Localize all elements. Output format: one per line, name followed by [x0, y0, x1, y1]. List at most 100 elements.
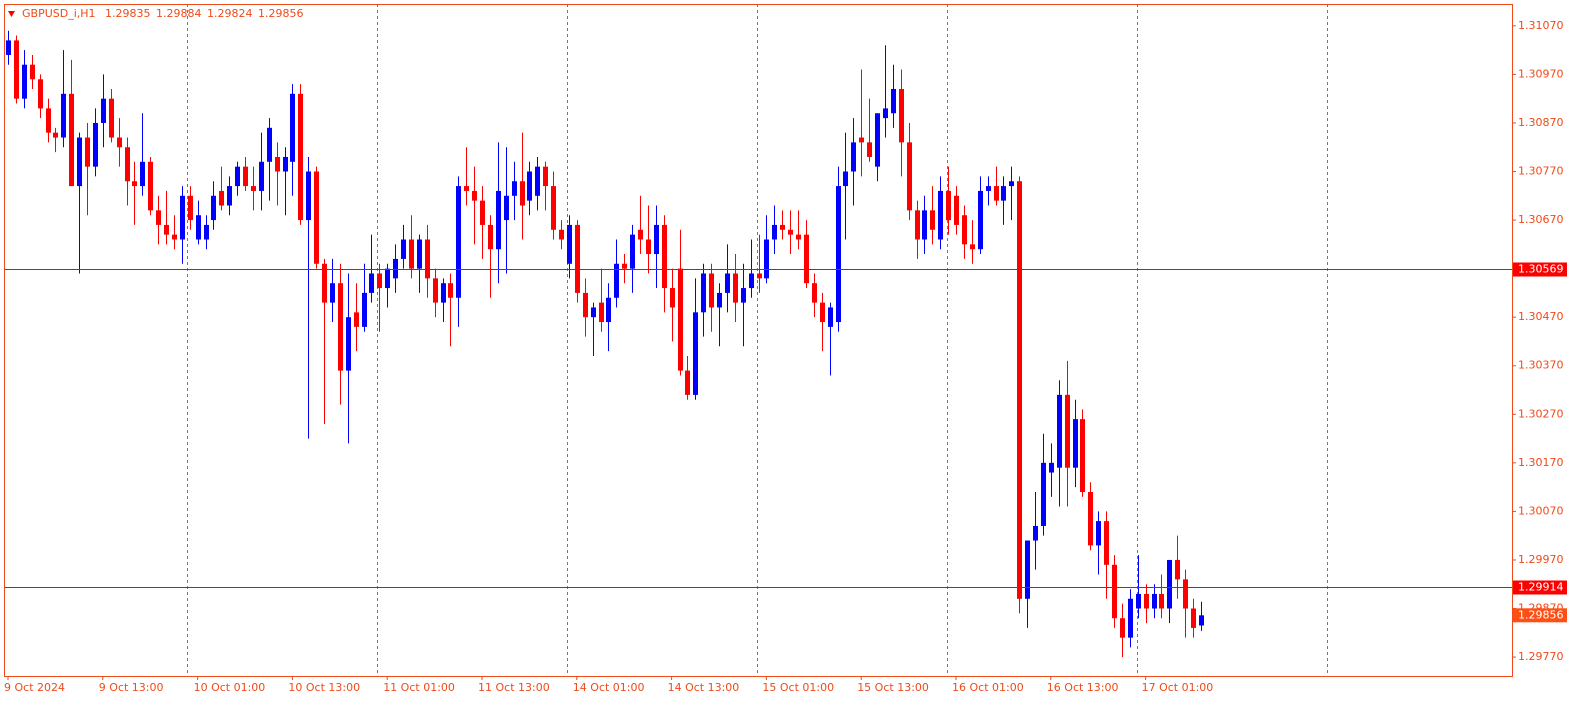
candle-body	[970, 244, 975, 250]
candle-body	[741, 288, 746, 303]
candle-body	[480, 200, 485, 225]
candle-body	[654, 224, 659, 255]
candle-body	[290, 93, 295, 162]
candle-body	[306, 171, 311, 221]
candle-body	[678, 268, 683, 371]
candle-body	[235, 166, 240, 187]
candle-body	[946, 190, 951, 221]
axis: 1.31070 1.30970 1.30870 1.30770 1.30670 1.304…	[4, 19, 1567, 694]
candle-body	[978, 190, 983, 250]
candle-body	[701, 273, 706, 313]
candle-body	[907, 142, 912, 211]
candle-body	[1144, 593, 1149, 609]
candle-body	[196, 215, 201, 240]
candle-body	[354, 312, 359, 327]
candle-body	[69, 93, 74, 187]
y-tick-label: 1.30370	[1518, 359, 1564, 372]
candle-body	[172, 234, 177, 240]
level-label: 1.29914	[1518, 581, 1564, 594]
candle-body	[788, 229, 793, 235]
candle-body	[583, 292, 588, 318]
candle-body	[1080, 419, 1085, 492]
candle-body	[749, 273, 754, 289]
candle-body	[369, 273, 374, 293]
candle-body	[828, 307, 833, 327]
candle-body	[638, 229, 643, 240]
candle-body	[433, 278, 438, 303]
candle-body	[1199, 615, 1204, 626]
y-tick-label: 1.29970	[1518, 553, 1564, 566]
menu-triangle[interactable]	[8, 11, 15, 17]
candle-body	[1025, 540, 1030, 599]
candle-body	[1096, 521, 1101, 546]
candle-body	[1175, 559, 1180, 580]
candle-body	[504, 195, 509, 221]
candle-body	[346, 317, 351, 371]
candle-body	[994, 186, 999, 201]
candle-body	[512, 181, 517, 196]
x-tick-label: 16 Oct 01:00	[952, 681, 1024, 694]
candle-body	[362, 292, 367, 327]
candle-body	[875, 113, 880, 167]
candle-body	[717, 292, 722, 308]
candle-body	[757, 273, 762, 279]
level-label-box	[1513, 580, 1567, 595]
y-tick-label: 1.30070	[1518, 504, 1564, 517]
grid	[187, 4, 1328, 676]
candle-body	[1112, 564, 1117, 619]
candle-body	[1167, 559, 1172, 609]
candle-body	[780, 224, 785, 230]
candle-body	[227, 186, 232, 206]
candle-body	[938, 190, 943, 240]
header: GBPUSD_i,H1 1.29835 1.29884 1.29824 1.29…	[22, 7, 304, 20]
candle-body	[820, 302, 825, 323]
candle-body	[61, 93, 66, 138]
y-tick-label: 1.30670	[1518, 213, 1564, 226]
symbol: GBPUSD_i,H1	[22, 7, 96, 20]
candle-body	[899, 88, 904, 143]
candle-body	[243, 166, 248, 187]
y-tick-label: 1.29770	[1518, 650, 1564, 663]
candle-body	[330, 283, 335, 303]
candle-body	[204, 224, 209, 240]
candle-body	[559, 229, 564, 240]
candle-body	[109, 98, 114, 138]
candle-body	[441, 283, 446, 303]
candle-body	[622, 263, 627, 269]
candle-body	[520, 181, 525, 206]
candle-body	[543, 166, 548, 187]
candle-body	[851, 142, 856, 172]
candle-body	[954, 195, 959, 225]
candle-body	[385, 268, 390, 289]
x-tick-label: 10 Oct 13:00	[288, 681, 360, 694]
candle-body	[725, 273, 730, 293]
candle-body	[409, 239, 414, 269]
candle-body	[1152, 593, 1157, 609]
candle-body	[298, 93, 303, 221]
candle-body	[670, 288, 675, 308]
x-tick-label: 10 Oct 01:00	[194, 681, 266, 694]
level-label: 1.30569	[1518, 263, 1564, 276]
candle-body	[646, 239, 651, 255]
candle-body	[567, 224, 572, 264]
candle-body	[599, 302, 604, 323]
high-price: 1.29884	[156, 7, 202, 20]
candle-body	[140, 161, 145, 187]
close-price: 1.29856	[258, 7, 304, 20]
candle-body	[1017, 181, 1022, 599]
candle-body	[1033, 525, 1038, 541]
candle-body	[85, 137, 90, 167]
candle-body	[117, 137, 122, 148]
candle-body	[606, 297, 611, 323]
candle-body	[527, 171, 532, 201]
candle-body	[275, 156, 280, 172]
candle-body	[314, 171, 319, 264]
candle-body	[662, 224, 667, 289]
candle-body	[685, 370, 690, 395]
candle-body	[425, 239, 430, 279]
candle-body	[733, 273, 738, 303]
candle-body	[1128, 598, 1133, 638]
y-tick-label: 1.30470	[1518, 310, 1564, 323]
x-tick-label: 15 Oct 01:00	[762, 681, 834, 694]
